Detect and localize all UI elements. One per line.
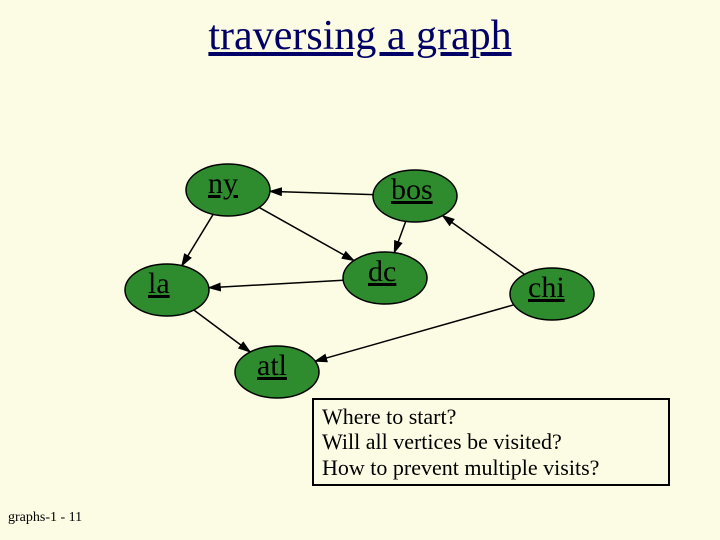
question-line: How to prevent multiple visits? (322, 455, 660, 480)
node-label-ny: ny (208, 167, 238, 201)
edge-bos-ny (270, 191, 373, 194)
edge-ny-dc (259, 207, 354, 260)
slide-footer: graphs-1 - 11 (8, 510, 82, 526)
node-label-dc: dc (368, 255, 396, 289)
question-line: Will all vertices be visited? (322, 429, 660, 454)
slide: traversing a graph nybosladcchiatl Where… (0, 0, 720, 540)
node-label-bos: bos (391, 173, 433, 207)
edge-bos-dc (394, 221, 405, 252)
question-line: Where to start? (322, 404, 660, 429)
graph-nodes (125, 164, 594, 398)
node-label-chi: chi (528, 271, 565, 305)
question-box: Where to start?Will all vertices be visi… (312, 398, 670, 486)
edge-la-atl (194, 310, 250, 352)
edge-dc-la (209, 280, 343, 287)
node-label-atl: atl (257, 349, 287, 383)
edge-chi-bos (442, 216, 524, 275)
edge-chi-atl (315, 305, 514, 361)
edge-ny-la (182, 214, 213, 265)
node-label-la: la (148, 267, 170, 301)
